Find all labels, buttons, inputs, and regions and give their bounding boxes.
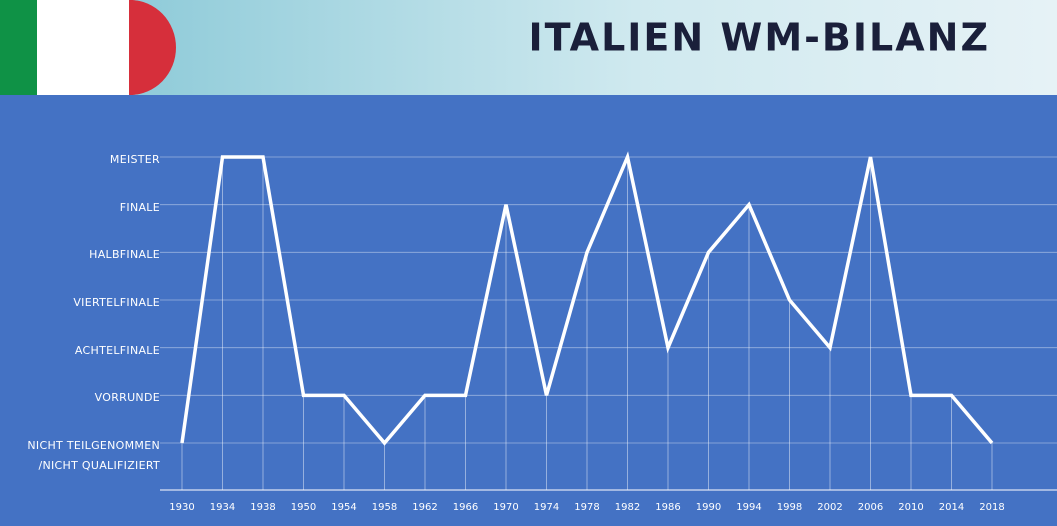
y-tick-label: MEISTER [109,153,160,166]
x-tick-label: 2006 [858,502,883,513]
x-tick-label: 2010 [898,502,923,513]
x-tick-label: 1938 [250,502,275,513]
x-tick-label: 1954 [331,502,356,513]
x-tick-label: 1978 [574,502,599,513]
x-tick-label: 1994 [736,502,761,513]
x-tick-label: 1930 [169,502,194,513]
x-tick-label: 1986 [655,502,680,513]
x-tick-label: 2018 [979,502,1004,513]
header [0,0,1057,95]
flag-red [129,0,175,95]
y-tick-label: HALBFINALE [89,248,160,262]
x-tick-label: 1998 [777,502,802,513]
x-tick-label: 1958 [372,502,397,513]
x-tick-label: 1970 [493,502,518,513]
x-tick-label: 1974 [534,502,559,513]
y-tick-label: VIERTELFINALE [73,296,160,309]
x-tick-label: 2002 [817,502,842,513]
data-line [180,151,994,446]
chart-title: ITALIEN WM-BILANZ [529,16,990,60]
x-tick-label: 1950 [291,502,316,513]
y-tick-label: NICHT TEILGENOMMEN /NICHT QUALIFIZIERT [27,439,160,472]
y-tick-label: VORRUNDE [94,391,160,405]
x-tick-label: 1990 [696,502,721,513]
y-tick-label: FINALE [119,200,160,214]
x-tick-label: 1934 [210,502,235,513]
flag-green [0,0,37,95]
x-tick-label: 1982 [615,502,640,513]
x-tick-label: 2014 [939,502,964,513]
flag-white [37,0,129,95]
x-tick-label: 1966 [453,502,478,513]
y-tick-label: ACHTELFINALE [74,343,160,357]
x-tick-label: 1962 [412,502,437,513]
